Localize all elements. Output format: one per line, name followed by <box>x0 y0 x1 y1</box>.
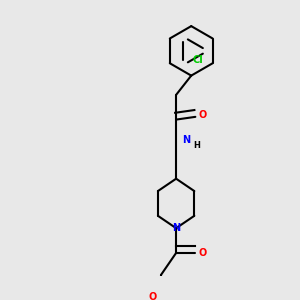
Text: O: O <box>198 248 206 258</box>
Text: H: H <box>193 141 200 150</box>
Text: Cl: Cl <box>192 56 203 65</box>
Text: O: O <box>148 292 156 300</box>
Text: N: N <box>182 135 190 145</box>
Text: N: N <box>172 223 180 233</box>
Text: O: O <box>148 292 156 300</box>
Text: O: O <box>198 110 206 121</box>
